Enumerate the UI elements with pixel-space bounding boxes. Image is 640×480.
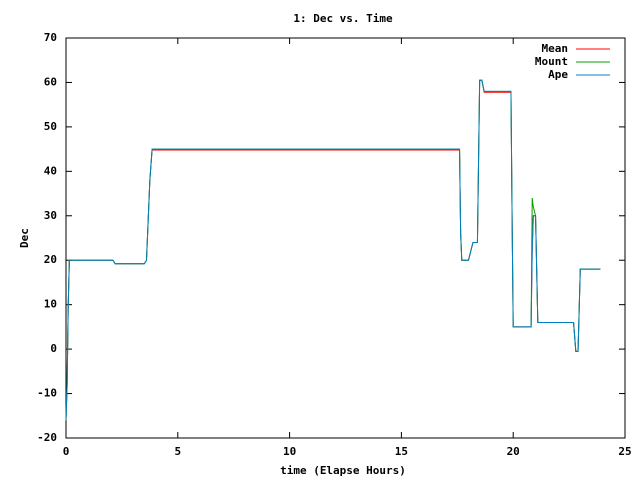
y-axis-label: Dec (18, 228, 31, 248)
x-tick-label: 5 (174, 445, 181, 458)
plot-border (65, 37, 626, 439)
y-tick-label: 50 (44, 120, 57, 133)
x-tick-label: 25 (618, 445, 631, 458)
x-tick-label: 10 (283, 445, 296, 458)
y-tick-label: 0 (50, 342, 57, 355)
y-tick-label: 20 (44, 253, 57, 266)
x-tick-label: 0 (63, 445, 70, 458)
y-tick-label: 40 (44, 164, 57, 177)
data-line (65, 79, 601, 421)
legend-label: Mount (535, 55, 568, 68)
x-tick-label: 20 (507, 445, 520, 458)
legend-label: Mean (542, 42, 569, 55)
chart-title: 1: Dec vs. Time (293, 12, 393, 25)
y-tick-label: -10 (37, 387, 57, 400)
y-tick-label: 70 (44, 31, 57, 44)
legend-label: Ape (548, 68, 568, 81)
y-tick-label: -20 (37, 431, 57, 444)
x-axis-label: time (Elapse Hours) (280, 464, 406, 477)
x-tick-label: 15 (395, 445, 408, 458)
y-tick-label: 30 (44, 209, 57, 222)
data-line (65, 79, 601, 421)
y-tick-label: 60 (44, 75, 57, 88)
y-tick-label: 10 (44, 298, 57, 311)
data-line (65, 79, 601, 421)
